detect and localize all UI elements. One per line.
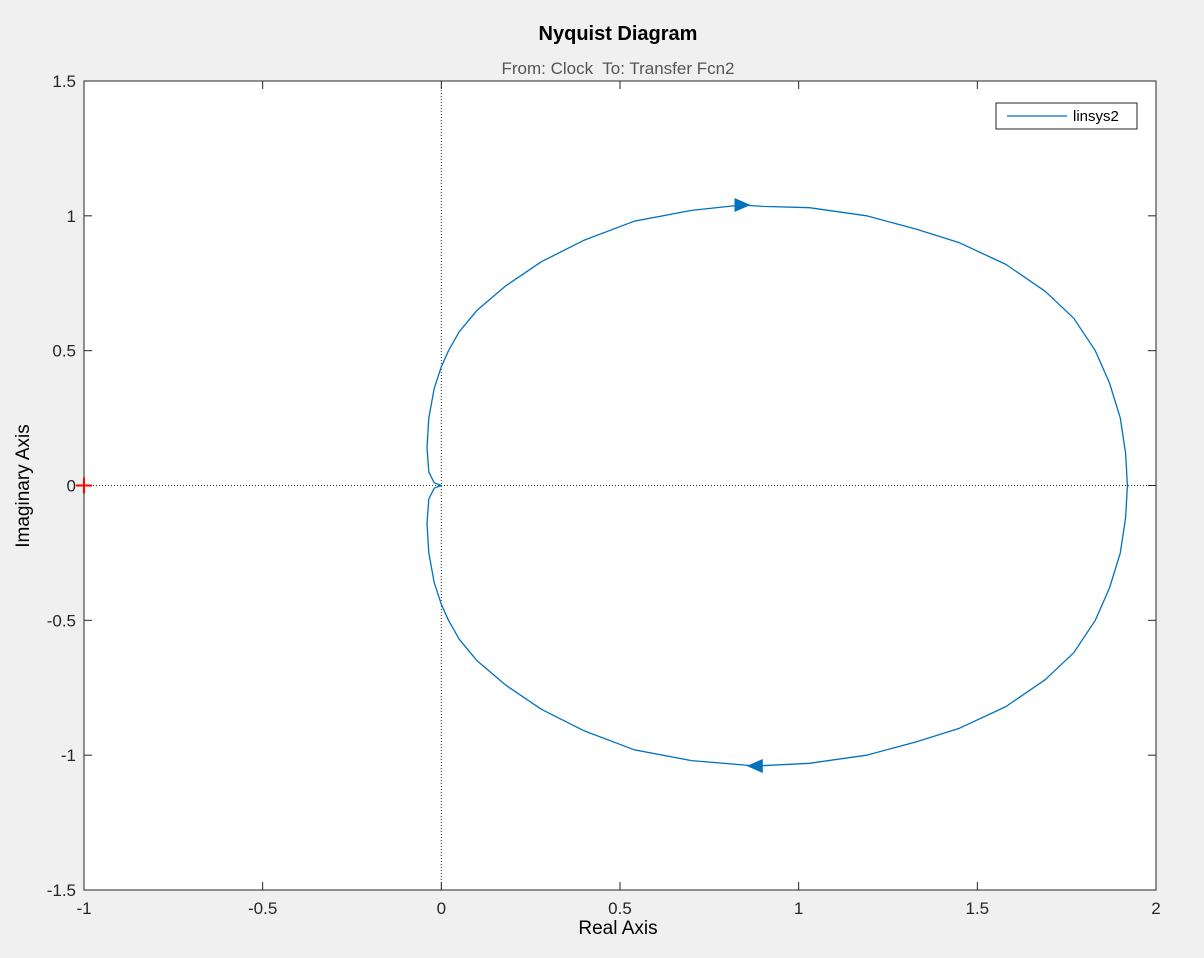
y-tick-label: 1 [67,207,76,226]
x-axis-label: Real Axis [578,918,657,939]
y-tick-label: 0.5 [52,342,76,361]
x-tick-label: -1 [76,899,91,918]
x-tick-label: 0 [437,899,446,918]
plot-area [83,80,1157,891]
y-tick-label: -0.5 [47,611,76,630]
series-line-linsys2 [426,204,1129,767]
y-tick-label: -1.5 [47,881,76,900]
y-tick-label: 0 [67,477,76,496]
series-layer [426,198,1129,773]
marker-layer [76,477,92,494]
x-tick-label: 2 [1151,899,1160,918]
legend-label-linsys2: linsys2 [1073,108,1119,125]
axis-ticks [83,80,1157,891]
x-tick-label: 0.5 [608,899,632,918]
direction-arrow [746,758,763,773]
legend[interactable]: linsys2 [995,102,1138,130]
chart-title: Nyquist Diagram [539,23,698,45]
y-tick-label: 1.5 [52,72,76,91]
y-tick-label: -1 [61,746,76,765]
direction-arrow [734,198,751,213]
tick-labels: -1 -0.5 0 0.5 1 1.5 21.510.50-0.5-1-1.5 [47,72,1161,918]
x-tick-label: 1.5 [966,899,990,918]
critical-point-marker [76,477,92,494]
chart-subtitle: From: Clock To: Transfer Fcn2 [501,59,734,78]
x-tick-label: 1 [794,899,803,918]
y-axis-label: Imaginary Axis [13,424,34,548]
x-tick-label: -0.5 [248,899,277,918]
